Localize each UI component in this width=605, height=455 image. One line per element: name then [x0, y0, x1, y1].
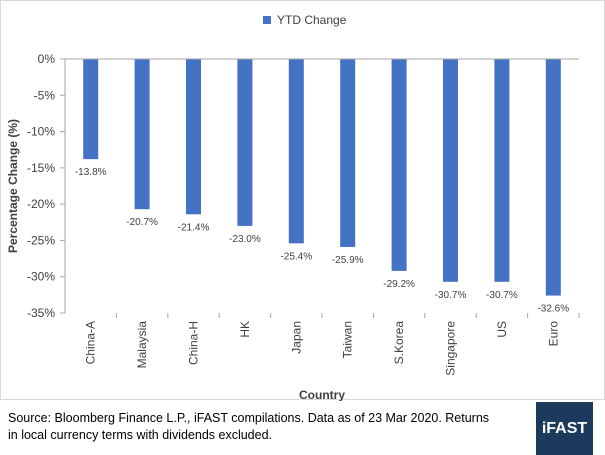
bar [340, 59, 356, 247]
x-tick-label: China-A [84, 321, 98, 364]
data-labels: -13.8% -20.7% -21.4% -23.0% -25.4% -25.9% -29.… [75, 167, 569, 314]
bar [288, 59, 304, 244]
data-label: -23.0% [229, 234, 261, 245]
x-tick-label: S.Korea [392, 321, 406, 365]
data-label: -30.7% [435, 290, 467, 301]
y-tick-label: -20% [27, 197, 55, 211]
chart-area: YTD Change 0% -5% -10% -15% -20% -25% -30% -35%… [0, 0, 605, 401]
bar [186, 59, 201, 215]
y-tick-label: -35% [27, 306, 55, 320]
x-tick-label: Malaysia [135, 321, 149, 369]
data-label: -21.4% [178, 222, 210, 233]
x-axis-title: Country [299, 388, 345, 401]
x-tick-label: China-H [187, 321, 201, 365]
x-tick-label: Singapore [444, 321, 458, 376]
y-tick-label: 0% [38, 52, 56, 66]
data-label: -13.8% [75, 167, 107, 178]
x-axis: China-A Malaysia China-H HK Japan Taiwan S.Kor… [84, 313, 580, 376]
y-tick-label: -30% [27, 270, 55, 284]
footer: Source: Bloomberg Finance L.P., iFAST co… [0, 402, 605, 455]
data-label: -30.7% [486, 290, 518, 301]
bar [134, 59, 150, 210]
y-axis: 0% -5% -10% -15% -20% -25% -30% -35% [27, 52, 65, 320]
bar [545, 59, 561, 296]
bar [391, 59, 407, 271]
x-tick-label: US [495, 321, 509, 338]
data-label: -20.7% [126, 217, 158, 228]
y-tick-label: -25% [27, 233, 55, 247]
bar [494, 59, 510, 282]
y-tick-label: -5% [34, 88, 56, 102]
bar [83, 59, 99, 160]
data-label: -25.9% [332, 255, 364, 266]
x-tick-label: HK [238, 321, 252, 338]
source-note: Source: Bloomberg Finance L.P., iFAST co… [8, 410, 528, 444]
bar-chart: YTD Change 0% -5% -10% -15% -20% -25% -30% -35%… [6, 13, 580, 401]
data-label: -25.4% [280, 251, 312, 262]
legend-swatch [263, 16, 271, 24]
data-label: -29.2% [383, 279, 415, 290]
y-tick-label: -10% [27, 125, 55, 139]
source-line-2: in local currency terms with dividends e… [8, 428, 273, 442]
y-tick-label: -15% [27, 161, 55, 175]
source-line-1: Source: Bloomberg Finance L.P., iFAST co… [8, 411, 490, 425]
data-label: -32.6% [537, 304, 569, 315]
x-tick-label: Japan [289, 321, 303, 354]
legend-label: YTD Change [277, 13, 347, 27]
legend: YTD Change [263, 13, 347, 27]
ifast-logo: iFAST [536, 402, 593, 455]
bar [443, 59, 458, 282]
bar [237, 59, 253, 226]
bars [83, 59, 561, 296]
logo-text: iFAST [541, 419, 588, 437]
x-tick-label: Taiwan [341, 321, 355, 358]
x-tick-label: Euro [546, 321, 560, 347]
y-axis-title: Percentage Change (%) [6, 119, 20, 253]
